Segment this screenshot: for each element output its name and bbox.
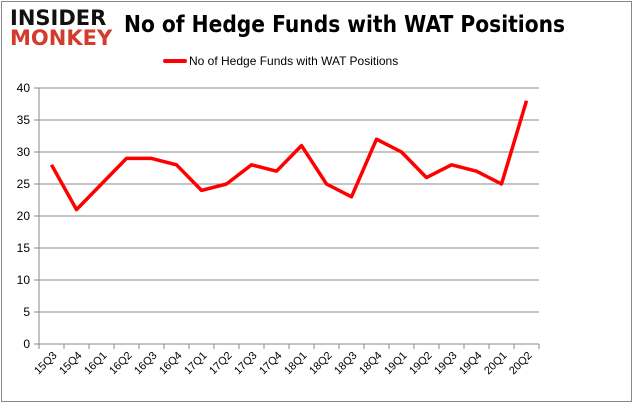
series-line — [49, 100, 529, 212]
y-tick-label: 5 — [23, 305, 30, 319]
y-tick-label: 35 — [17, 113, 31, 127]
x-tick-label: 17Q1 — [182, 350, 210, 378]
y-tick-label: 15 — [17, 241, 31, 255]
insider-monkey-logo: INSIDER MONKEY — [10, 6, 113, 50]
x-tick-label: 19Q3 — [432, 350, 460, 378]
x-tick-label: 16Q1 — [82, 350, 110, 378]
y-tick-label: 0 — [23, 337, 30, 351]
logo-line1: INSIDER — [10, 6, 107, 30]
x-tick-label: 16Q4 — [157, 350, 185, 378]
y-tick-label: 25 — [17, 177, 31, 191]
logo-line2: MONKEY — [10, 26, 113, 50]
x-tick-label: 15Q4 — [57, 350, 85, 378]
x-tick-label: 19Q1 — [382, 350, 410, 378]
x-tick-label: 20Q1 — [482, 350, 510, 378]
x-tick-label: 17Q3 — [232, 350, 260, 378]
legend: No of Hedge Funds with WAT Positions — [163, 54, 398, 68]
y-tick-label: 20 — [17, 209, 31, 223]
x-tick-label: 20Q2 — [507, 350, 535, 378]
legend-label: No of Hedge Funds with WAT Positions — [189, 54, 399, 68]
x-tick-label: 17Q4 — [257, 350, 285, 378]
x-tick-label: 18Q3 — [332, 350, 360, 378]
y-tick-label: 30 — [17, 145, 31, 159]
x-tick-label: 19Q2 — [407, 350, 435, 378]
chart-title: No of Hedge Funds with WAT Positions — [124, 12, 566, 38]
x-tick-label: 16Q2 — [107, 350, 135, 378]
y-tick-label: 10 — [17, 273, 31, 287]
x-tick-label: 19Q4 — [457, 350, 485, 378]
x-tick-label: 16Q3 — [132, 350, 160, 378]
x-tick-label: 18Q2 — [307, 350, 335, 378]
legend-swatch — [163, 59, 187, 63]
y-tick-label: 40 — [17, 81, 31, 95]
x-tick-label: 17Q2 — [207, 350, 235, 378]
x-tick-label: 18Q1 — [282, 350, 310, 378]
x-tick-label: 15Q3 — [32, 350, 60, 378]
x-tick-label: 18Q4 — [357, 350, 385, 378]
